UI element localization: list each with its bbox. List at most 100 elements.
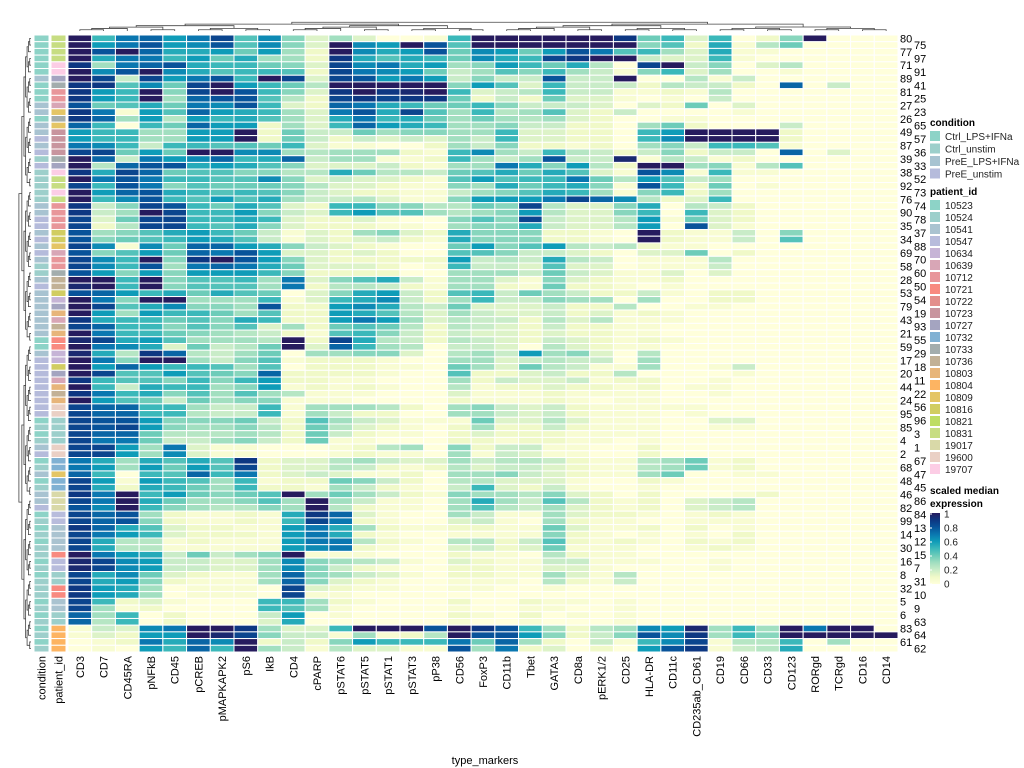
heatmap-cell: [162, 255, 188, 264]
heatmap-cell: [802, 550, 828, 559]
heatmap-cell: [518, 88, 543, 96]
heatmap-cell: [280, 617, 306, 626]
heatmap-cell: [518, 68, 543, 76]
dendrogram-branch: [29, 138, 31, 147]
heatmap-cell: [707, 550, 733, 559]
heatmap-cell: [684, 168, 709, 177]
heatmap-cell: [138, 282, 164, 291]
heatmap-cell: [802, 436, 828, 445]
heatmap-cell: [541, 296, 567, 304]
heatmap-cell: [352, 168, 377, 177]
heatmap-cell: [446, 430, 472, 438]
heatmap-cell: [67, 591, 93, 599]
heatmap-cell: [802, 195, 828, 204]
heatmap-cell: [494, 530, 520, 539]
heatmap-cell: [280, 282, 306, 291]
heatmap-cell: [612, 463, 638, 472]
condition-annotation-cell: [33, 282, 50, 291]
heatmap-cell: [138, 228, 164, 237]
heatmap-cell: [684, 430, 709, 438]
heatmap-cell: [589, 557, 614, 566]
condition-annotation-cell: [33, 631, 50, 640]
heatmap-cell: [707, 571, 733, 579]
heatmap-cell: [660, 389, 686, 398]
heatmap-cell: [826, 336, 852, 345]
heatmap-cell: [328, 262, 354, 271]
heatmap-cell: [707, 54, 733, 63]
heatmap-cell: [209, 376, 235, 385]
heatmap-cell: [494, 631, 520, 640]
dendrogram-branch: [577, 29, 602, 31]
patient-annotation-cell: [50, 235, 67, 244]
heatmap-cell: [660, 114, 686, 123]
heatmap-cell: [778, 101, 804, 110]
heatmap-cell: [755, 497, 780, 505]
heatmap-cell: [233, 121, 259, 130]
heatmap-cell: [446, 503, 472, 512]
row-label: 63: [914, 617, 926, 629]
patient-annotation-cell: [50, 624, 67, 633]
heatmap-cell: [423, 550, 448, 559]
heatmap-cell: [873, 597, 899, 606]
heatmap-cell: [850, 617, 875, 626]
heatmap-cell: [209, 436, 235, 445]
heatmap-cell: [375, 161, 401, 170]
heatmap-cell: [304, 316, 330, 324]
heatmap-cell: [636, 121, 662, 130]
heatmap-cell: [233, 644, 259, 653]
heatmap-cell: [494, 416, 520, 425]
heatmap-cell: [778, 182, 804, 190]
heatmap-cell: [850, 282, 875, 291]
heatmap-cell: [565, 611, 591, 619]
heatmap-cell: [518, 490, 543, 499]
heatmap-cell: [328, 101, 354, 110]
heatmap-cell: [114, 161, 140, 170]
heatmap-cell: [612, 108, 638, 116]
heatmap-cell: [446, 148, 472, 157]
heatmap-cell: [494, 255, 520, 264]
patient-annotation-cell: [50, 503, 67, 512]
heatmap-cell: [660, 557, 686, 566]
heatmap-cell: [304, 604, 330, 613]
heatmap-cell: [233, 356, 259, 365]
heatmap-cell: [755, 483, 780, 492]
heatmap-cell: [731, 61, 757, 70]
heatmap-cell: [873, 275, 899, 284]
heatmap-cell: [114, 141, 140, 150]
heatmap-cell: [612, 255, 638, 264]
heatmap-cell: [233, 343, 259, 351]
heatmap-cell: [470, 282, 496, 291]
heatmap-cell: [446, 396, 472, 405]
heatmap-cell: [162, 228, 188, 237]
heatmap-cell: [494, 68, 520, 76]
heatmap-cell: [352, 101, 377, 110]
dendrogram-branch: [29, 487, 31, 495]
heatmap-cell: [518, 517, 543, 526]
patient-annotation-cell: [50, 242, 67, 251]
heatmap-cell: [328, 81, 354, 90]
heatmap-cell: [375, 195, 401, 204]
heatmap-cell: [494, 228, 520, 237]
heatmap-cell: [850, 537, 875, 546]
heatmap-cell: [209, 530, 235, 539]
heatmap-cell: [186, 383, 211, 391]
heatmap-cell: [280, 470, 306, 479]
heatmap-cell: [328, 577, 354, 586]
condition-annotation-cell: [33, 517, 50, 526]
heatmap-cell: [778, 155, 804, 163]
heatmap-cell: [802, 289, 828, 298]
heatmap-cell: [186, 423, 211, 432]
heatmap-cell: [257, 222, 282, 230]
heatmap-cell: [233, 94, 259, 103]
heatmap-cell: [755, 208, 780, 217]
heatmap-cell: [162, 436, 188, 445]
heatmap-cell: [541, 517, 567, 526]
heatmap-cell: [494, 423, 520, 432]
heatmap-cell: [802, 121, 828, 130]
heatmap-cell: [67, 617, 93, 626]
heatmap-cell: [660, 571, 686, 579]
heatmap-cell: [755, 423, 780, 432]
heatmap-cell: [755, 564, 780, 573]
heatmap-cell: [446, 571, 472, 579]
heatmap-cell: [802, 510, 828, 519]
